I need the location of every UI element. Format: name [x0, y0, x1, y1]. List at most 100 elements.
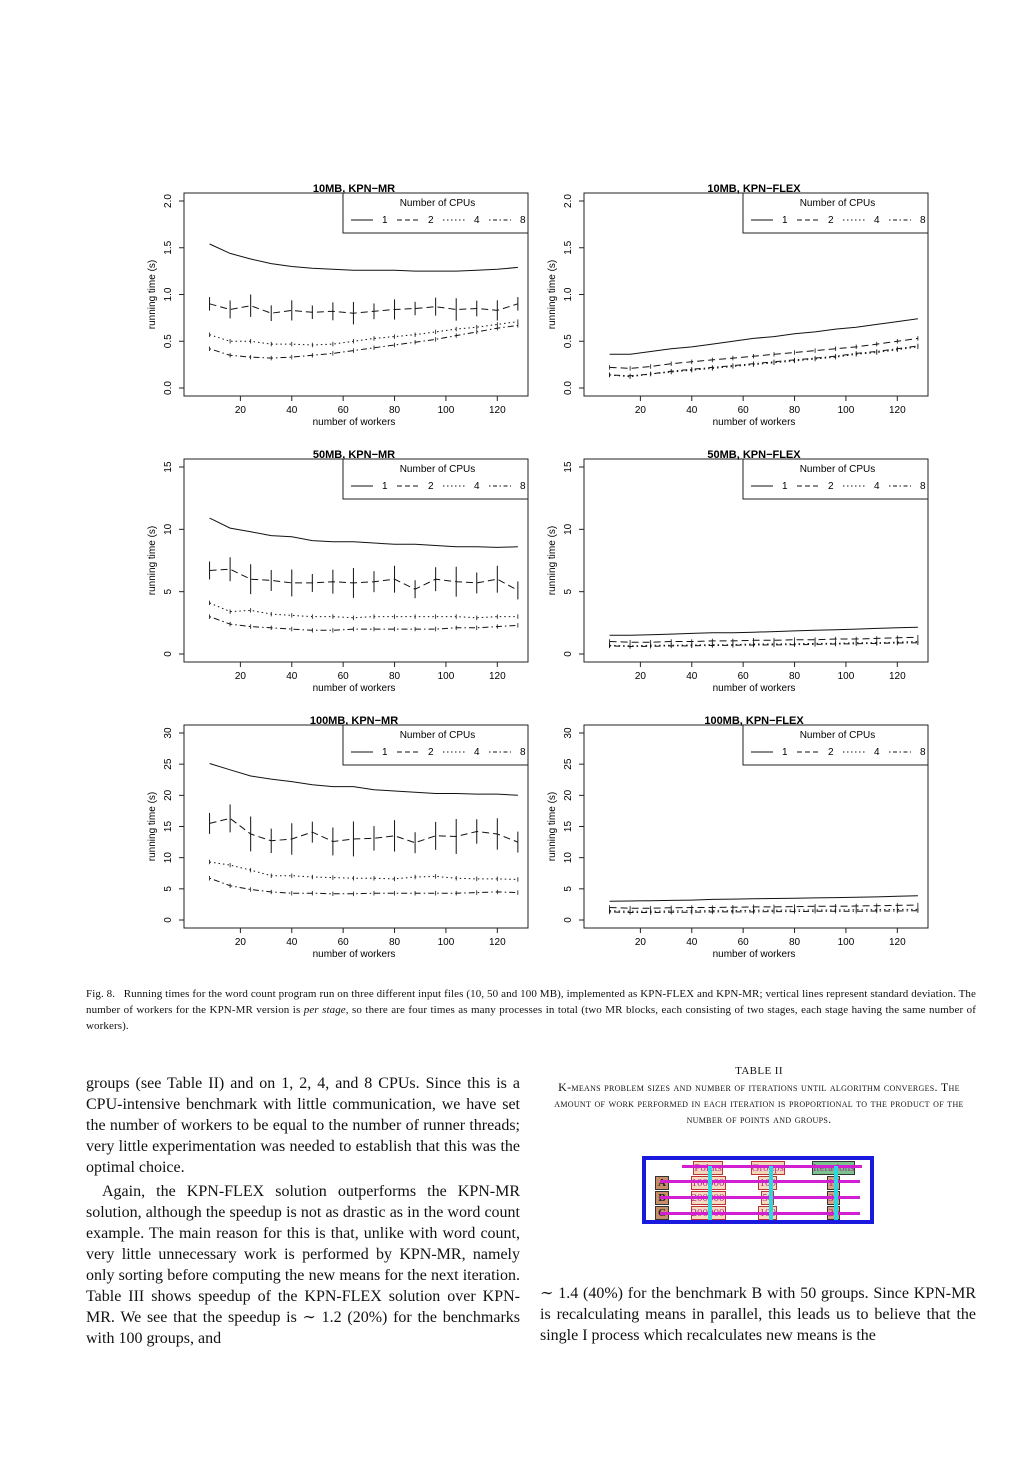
series-line-2	[610, 905, 918, 908]
annotation-line	[708, 1166, 712, 1220]
legend-label-1: 1	[782, 747, 788, 758]
y-axis-label: running time (s)	[547, 260, 558, 329]
left-column: groups (see Table II) and on 1, 2, 4, an…	[86, 1073, 520, 1349]
chart-50mb-kpn-mr: 50MB, KPN−MR 20 40 60 80 100 120 number of work…	[130, 441, 530, 706]
x-axis-label: number of workers	[313, 949, 396, 960]
series-line-4	[210, 603, 518, 618]
x-tick-label: 80	[789, 405, 801, 416]
x-tick-label: 100	[438, 937, 455, 948]
series-line-8	[210, 325, 518, 358]
chart-svg: 50MB, KPN−MR20 40 60 80 100 120number of work…	[130, 441, 530, 706]
y-tick-label: 5	[163, 886, 174, 892]
x-tick-label: 120	[889, 405, 906, 416]
y-tick-label: 15	[163, 461, 174, 473]
caption-emphasis: per stage	[304, 1004, 346, 1016]
chart-svg: 10MB, KPN−MR 20 40 60 80 100 120 number of work…	[130, 175, 530, 440]
x-axis-label: number of workers	[713, 417, 796, 428]
x-tick-label: 20	[235, 671, 247, 682]
x-tick-label: 120	[889, 937, 906, 948]
paragraph: groups (see Table II) and on 1, 2, 4, an…	[86, 1073, 520, 1178]
legend-title: Number of CPUs	[800, 730, 876, 741]
x-tick-label: 120	[889, 671, 906, 682]
legend-label-4: 4	[874, 747, 880, 758]
legend-label-1: 1	[382, 215, 388, 226]
chart-50mb-kpn-flex: 50MB, KPN−FLEX 20 40 60 80 100 120 number of wo…	[530, 441, 930, 706]
x-tick-label: 120	[489, 405, 506, 416]
chart-100mb-kpn-mr: 100MB, KPN−MR 20 40 60 80 100 120 number of wor…	[130, 707, 530, 972]
series-line-1	[210, 244, 518, 271]
y-axis-label: running time (s)	[147, 526, 158, 595]
y-tick-label: 5	[563, 588, 574, 594]
annotation-line	[660, 1196, 860, 1199]
chart-10mb-kpn-flex: 10MB, KPN−FLEX 20 40 60 80 100 120 number of wo…	[530, 175, 930, 440]
x-tick-label: 60	[338, 405, 350, 416]
y-tick-label: 20	[163, 789, 174, 801]
y-tick-label: 10	[163, 852, 174, 864]
legend-title: Number of CPUs	[400, 198, 476, 209]
x-tick-label: 60	[738, 937, 750, 948]
series-line-8	[210, 878, 518, 894]
legend-label-8: 8	[520, 215, 526, 226]
legend-label-2: 2	[828, 481, 834, 492]
series-line-4	[210, 862, 518, 880]
y-tick-label: 0	[163, 917, 174, 923]
y-tick-label: 1.5	[163, 240, 174, 254]
x-tick-label: 20	[635, 405, 647, 416]
chart-svg: 50MB, KPN−FLEX20 40 60 80 100 120number of wo…	[530, 441, 930, 706]
y-tick-label: 30	[563, 727, 574, 739]
y-tick-label: 1.0	[563, 287, 574, 301]
legend-label-2: 2	[428, 215, 434, 226]
x-tick-label: 80	[389, 937, 401, 948]
legend-title: Number of CPUs	[800, 464, 876, 475]
y-tick-label: 0	[163, 651, 174, 657]
series-line-1	[610, 627, 918, 635]
legend-label-2: 2	[428, 747, 434, 758]
series-line-1	[610, 896, 918, 902]
x-axis-label: number of workers	[313, 683, 396, 694]
x-tick-label: 80	[789, 671, 801, 682]
series-line-8	[610, 643, 918, 647]
y-tick-label: 5	[563, 886, 574, 892]
y-tick-label: 30	[163, 727, 174, 739]
x-tick-label: 80	[389, 671, 401, 682]
series-line-2	[610, 637, 918, 642]
series-line-4	[610, 347, 918, 377]
y-tick-label: 0.5	[163, 334, 174, 348]
y-tick-label: 2.0	[563, 194, 574, 208]
x-axis-label: number of workers	[713, 683, 796, 694]
legend-label-4: 4	[874, 215, 880, 226]
x-tick-label: 20	[635, 937, 647, 948]
x-tick-label: 40	[286, 405, 298, 416]
annotation-line	[660, 1212, 860, 1215]
x-tick-label: 40	[286, 671, 298, 682]
legend-label-8: 8	[920, 481, 926, 492]
y-tick-label: 0	[563, 651, 574, 657]
paragraph: Again, the KPN-FLEX solution outperforms…	[86, 1181, 520, 1349]
series-line-2	[210, 569, 518, 590]
paragraph: ∼ 1.4 (40%) for the benchmark B with 50 …	[540, 1283, 976, 1346]
series-line-2	[210, 304, 518, 313]
legend-label-1: 1	[382, 747, 388, 758]
y-tick-label: 0.5	[563, 334, 574, 348]
y-axis-label: running time (s)	[547, 792, 558, 861]
y-tick-label: 2.0	[163, 194, 174, 208]
series-line-2	[210, 818, 518, 842]
series-line-8	[210, 617, 518, 631]
x-tick-label: 60	[738, 671, 750, 682]
y-tick-label: 25	[563, 758, 574, 770]
legend-label-1: 1	[382, 481, 388, 492]
legend-label-4: 4	[874, 481, 880, 492]
x-axis-label: number of workers	[313, 417, 396, 428]
legend-title: Number of CPUs	[400, 464, 476, 475]
y-tick-label: 10	[163, 523, 174, 535]
y-tick-label: 15	[563, 821, 574, 833]
y-tick-label: 15	[163, 821, 174, 833]
legend-label-4: 4	[474, 215, 480, 226]
y-tick-label: 0.0	[163, 381, 174, 395]
legend-title: Number of CPUs	[800, 198, 876, 209]
x-tick-label: 60	[338, 937, 350, 948]
y-tick-label: 20	[563, 789, 574, 801]
legend-title: Number of CPUs	[400, 730, 476, 741]
y-tick-label: 0	[563, 917, 574, 923]
table-number: TABLE II	[540, 1063, 978, 1079]
